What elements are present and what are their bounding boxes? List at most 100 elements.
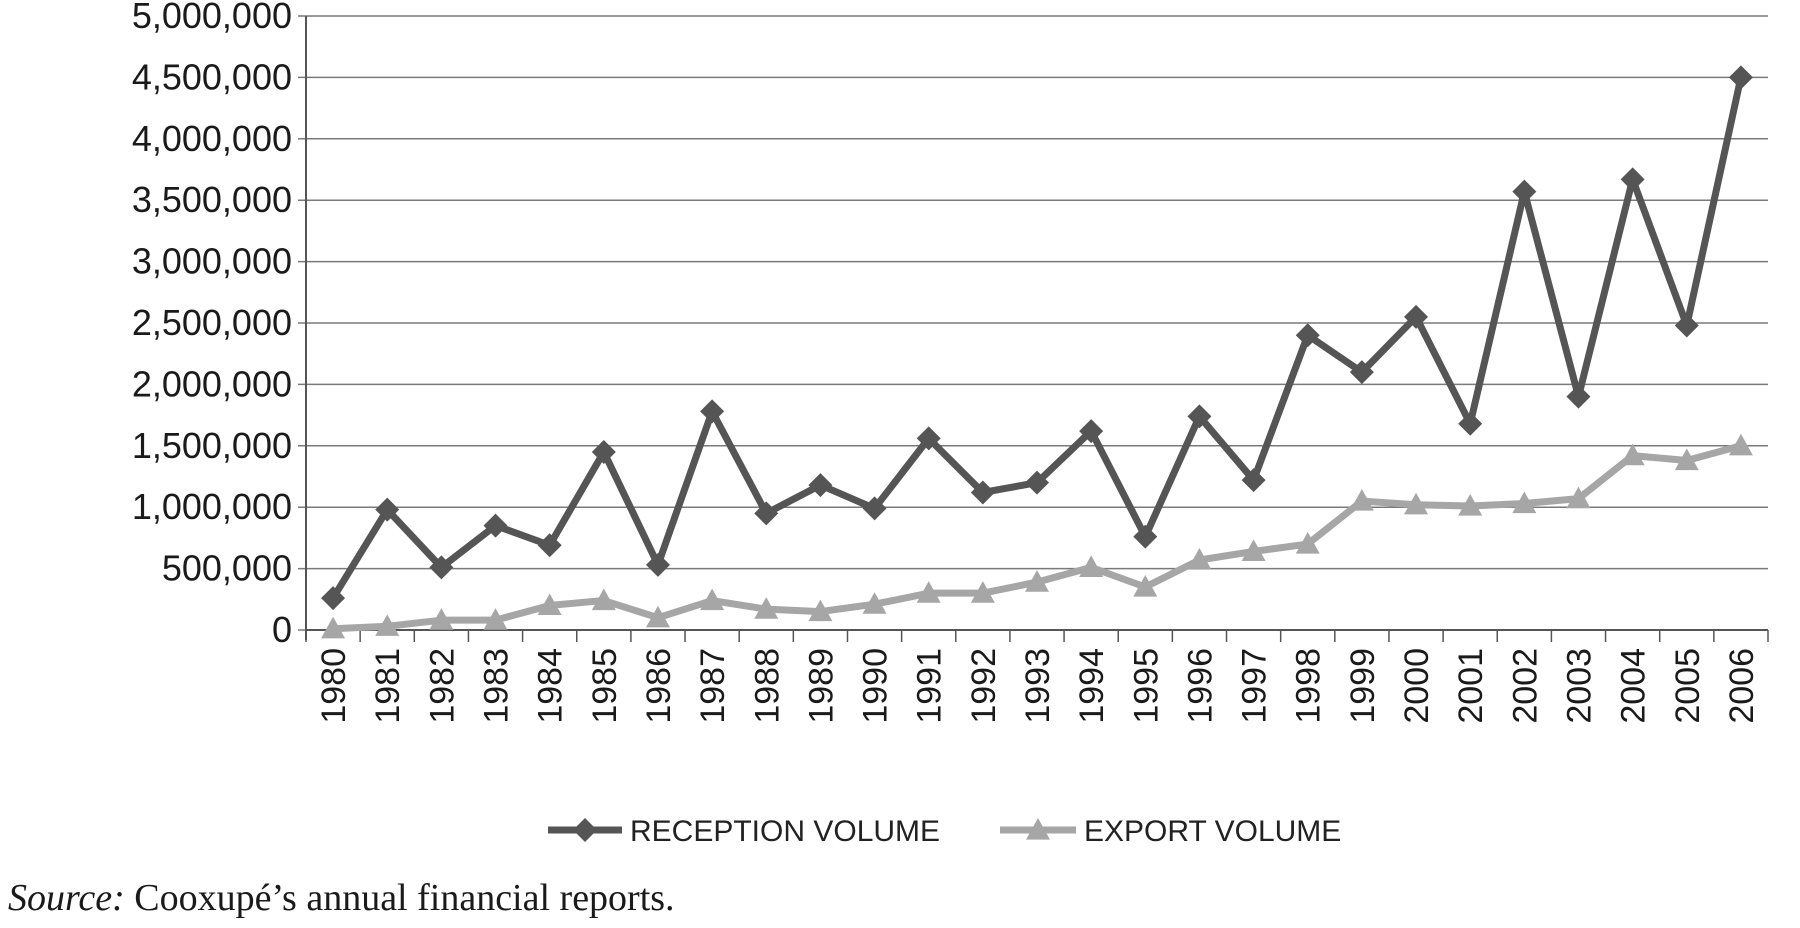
source-note: Source: Cooxupé’s annual financial repor… <box>8 876 675 920</box>
y-tick-label: 2,500,000 <box>132 302 292 343</box>
x-tick-label: 2002 <box>1506 648 1544 724</box>
x-tick-label: 2003 <box>1560 648 1598 724</box>
y-tick-label: 5,000,000 <box>132 0 292 36</box>
data-point <box>1674 448 1699 471</box>
data-point <box>808 473 833 498</box>
data-point <box>321 586 346 611</box>
data-point <box>862 592 887 614</box>
data-point <box>916 426 941 451</box>
legend: RECEPTION VOLUME EXPORT VOLUME <box>548 815 1341 848</box>
data-point <box>1404 304 1429 329</box>
y-tick-label: 1,000,000 <box>132 486 292 527</box>
y-tick-label: 500,000 <box>162 548 292 589</box>
gridlines <box>298 15 1768 631</box>
y-tick-label: 4,000,000 <box>132 118 292 159</box>
data-point <box>1079 419 1104 444</box>
legend-item: EXPORT VOLUME <box>1000 815 1341 848</box>
data-point <box>1728 65 1753 90</box>
data-point <box>1620 167 1645 192</box>
x-tick-label: 1991 <box>911 648 949 724</box>
data-point <box>645 605 670 628</box>
data-point <box>375 614 400 636</box>
data-point <box>1512 179 1537 204</box>
line-chart: 0 500,000 1,000,000 1,500,000 2,000,000 2,500… <box>132 0 1769 848</box>
x-tick-label: 1982 <box>423 648 461 724</box>
data-point <box>375 497 400 522</box>
y-tick-label: 2,000,000 <box>132 363 292 404</box>
x-tick-label: 2004 <box>1615 648 1653 724</box>
data-point <box>1566 486 1591 509</box>
x-tick-label: 1996 <box>1181 648 1219 724</box>
y-axis-tick-labels: 0 500,000 1,000,000 1,500,000 2,000,000 2,500… <box>132 0 292 650</box>
data-point <box>1133 524 1158 549</box>
data-point <box>483 608 508 630</box>
data-point <box>321 616 346 639</box>
data-point <box>537 593 562 616</box>
data-point <box>1133 575 1158 597</box>
x-tick-label: 1983 <box>478 648 516 724</box>
y-tick-label: 1,500,000 <box>132 425 292 466</box>
data-point <box>429 608 454 630</box>
data-point <box>1079 555 1104 577</box>
data-point <box>591 439 616 464</box>
series-line <box>330 76 1745 600</box>
x-tick-label: 1998 <box>1290 648 1328 724</box>
legend-marker <box>1026 818 1050 840</box>
x-axis-tick-labels: 1980 1981 1982 1983 1984 1985 1986 1987 1988 1989… <box>315 648 1761 724</box>
data-point <box>862 496 887 521</box>
data-point <box>1025 470 1049 495</box>
legend-marker <box>573 818 597 842</box>
data-point <box>1025 570 1049 592</box>
x-tick-label: 1987 <box>694 648 732 724</box>
data-point <box>970 480 995 505</box>
series <box>321 65 1753 639</box>
series-export-volume <box>321 433 1753 639</box>
x-tick-label: 1993 <box>1019 648 1057 724</box>
data-point <box>591 588 616 611</box>
data-point <box>1295 323 1320 348</box>
data-point <box>1187 404 1212 429</box>
x-tick-label: 1984 <box>532 648 570 724</box>
x-tick-label: 1981 <box>369 648 407 724</box>
data-point <box>1512 491 1537 514</box>
x-tick-label: 1988 <box>748 648 786 724</box>
x-tick-label: 1985 <box>586 648 624 724</box>
data-point <box>645 552 670 577</box>
legend-label: RECEPTION VOLUME <box>630 815 940 848</box>
data-point <box>916 581 941 603</box>
x-tick-label: 1989 <box>802 648 840 724</box>
source-label: Source: <box>8 877 125 919</box>
y-tick-label: 3,000,000 <box>132 241 292 282</box>
data-point <box>1620 443 1645 466</box>
data-point <box>537 533 562 558</box>
x-tick-label: 1990 <box>857 648 895 724</box>
x-tick-label: 1997 <box>1236 648 1274 724</box>
data-point <box>483 513 508 538</box>
x-tick-label: 2005 <box>1669 648 1707 724</box>
series-reception-volume <box>321 65 1753 611</box>
x-tick-label: 1992 <box>965 648 1003 724</box>
data-point <box>808 599 833 622</box>
y-tick-label: 3,500,000 <box>132 179 292 220</box>
y-tick-label: 0 <box>272 609 292 650</box>
data-point <box>1349 360 1374 385</box>
data-point <box>1674 313 1699 338</box>
legend-item: RECEPTION VOLUME <box>548 815 940 848</box>
data-point <box>700 588 725 611</box>
data-point <box>1241 539 1266 562</box>
y-tick-label: 4,500,000 <box>132 56 292 97</box>
data-point <box>1728 433 1753 456</box>
x-tick-label: 1994 <box>1073 648 1111 724</box>
x-tick-label: 1986 <box>640 648 678 724</box>
data-point <box>1566 384 1591 409</box>
x-tick-label: 1999 <box>1344 648 1382 724</box>
data-point <box>1349 489 1374 511</box>
data-point <box>754 501 779 526</box>
x-tick-label: 1995 <box>1127 648 1165 724</box>
x-tick-label: 1980 <box>315 648 353 724</box>
data-point <box>1458 493 1483 516</box>
data-point <box>700 399 725 424</box>
source-text: Cooxupé’s annual financial reports. <box>124 877 675 919</box>
x-tick-label: 2000 <box>1398 648 1436 724</box>
data-point <box>1404 492 1429 515</box>
